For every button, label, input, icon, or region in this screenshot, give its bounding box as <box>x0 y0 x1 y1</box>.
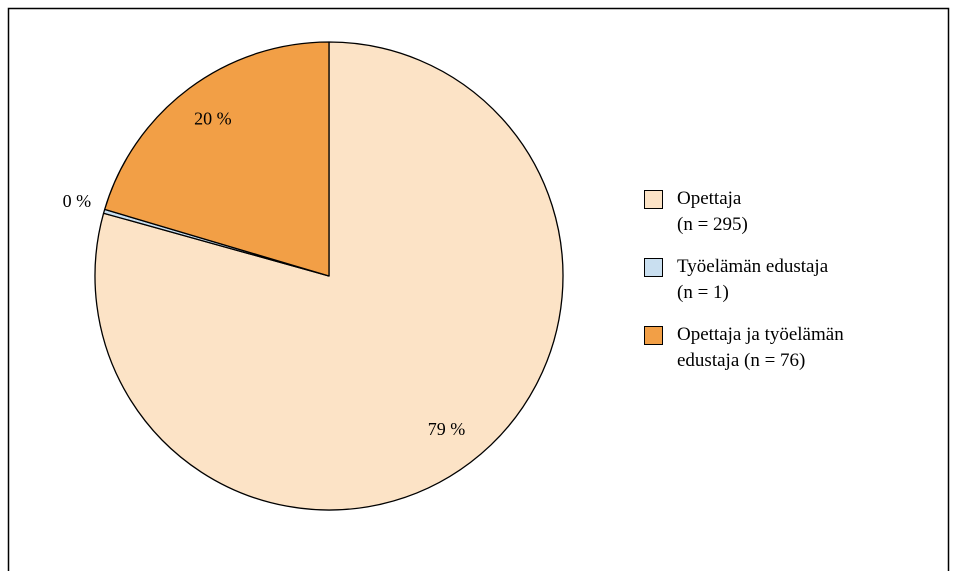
legend-swatch <box>644 190 663 209</box>
legend-swatch <box>644 258 663 277</box>
data-label: 79 % <box>428 419 466 439</box>
legend-label: Työelämän edustaja (n = 1) <box>677 256 829 303</box>
data-label: 20 % <box>194 108 232 128</box>
legend-item: Opettaja (n = 295) <box>644 186 844 238</box>
pie-slice <box>104 41 330 277</box>
legend-swatch <box>644 326 663 345</box>
legend-label: Opettaja (n = 295) <box>677 188 748 235</box>
data-label: 0 % <box>63 191 92 211</box>
legend: Opettaja (n = 295) Työelämän edustaja (n … <box>644 186 844 390</box>
frame <box>7 7 950 571</box>
legend-item: Opettaja ja työelämän edustaja (n = 76) <box>644 322 844 374</box>
legend-item: Työelämän edustaja (n = 1) <box>644 254 844 306</box>
legend-label: Opettaja ja työelämän edustaja (n = 76) <box>677 324 844 371</box>
